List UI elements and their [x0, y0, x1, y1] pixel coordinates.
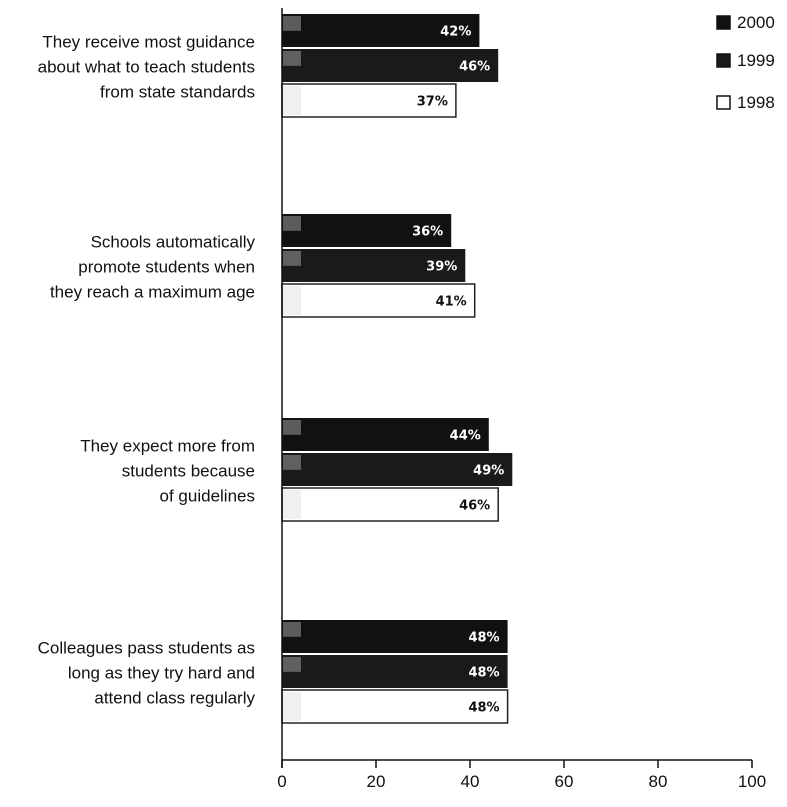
category-label-line: attend class regularly: [94, 689, 255, 708]
bar-texture-1998-4: [283, 692, 301, 721]
bar-texture-1998-2: [283, 286, 301, 315]
data-label-1999-4: 48%: [468, 666, 499, 681]
x-tick-label: 40: [461, 772, 480, 791]
category-label-line: long as they try hard and: [68, 664, 255, 683]
bar-texture-1999-1: [283, 51, 301, 66]
bar-1998-1: [281, 83, 457, 118]
data-label-1998-1: 37%: [417, 95, 448, 110]
legend-label-1999: 1999: [737, 51, 775, 70]
category-label-line: of guidelines: [160, 487, 255, 506]
bar-texture-1999-3: [283, 455, 301, 470]
legend-label-1998: 1998: [737, 93, 775, 112]
legend-label-2000: 2000: [737, 13, 775, 32]
x-tick-label: 80: [649, 772, 668, 791]
category-label-line: students because: [122, 462, 255, 481]
bar-2000-2: [282, 214, 452, 247]
data-label-2000-2: 36%: [412, 225, 443, 240]
x-tick-label: 60: [555, 772, 574, 791]
bar-1999-4: [282, 655, 508, 688]
category-labels: They receive most guidance about what to …: [38, 33, 256, 708]
bar-2000-4: [282, 620, 508, 653]
legend-swatch-2000: [716, 15, 731, 30]
bar-texture-1999-2: [283, 251, 301, 266]
bar-texture-2000-4: [283, 622, 301, 637]
bar-texture-2000-3: [283, 420, 301, 435]
bar-texture-2000-1: [283, 16, 301, 31]
bar-2000-3: [282, 418, 489, 451]
category-label-line: Colleagues pass students as: [38, 639, 255, 658]
data-label-1998-4: 48%: [468, 701, 499, 716]
data-label-1998-3: 46%: [459, 499, 490, 514]
bar-1998-4: [281, 689, 509, 724]
category-label-line: from state standards: [100, 83, 255, 102]
category-label-line: They receive most guidance: [42, 33, 255, 52]
data-label-2000-4: 48%: [468, 631, 499, 646]
x-tick-label: 20: [367, 772, 386, 791]
category-label-line: about what to teach students: [38, 58, 255, 77]
legend-swatch-1998: [716, 95, 731, 110]
data-label-1999-1: 46%: [459, 60, 490, 75]
bar-texture-1998-1: [283, 86, 301, 115]
legend-swatch-1999: [716, 53, 731, 68]
bar-1999-2: [282, 249, 466, 282]
bar-texture-1998-3: [283, 490, 301, 519]
bar-texture-1999-4: [283, 657, 301, 672]
category-label-line: promote students when: [78, 258, 255, 277]
legend: 2000 1999 1998: [716, 13, 775, 112]
bar-1999-3: [282, 453, 513, 486]
bar-1999-1: [282, 49, 499, 82]
x-axis: 0 20 40 60 80 100: [277, 8, 766, 791]
bar-1998-3: [281, 487, 499, 522]
x-tick-label: 100: [738, 772, 766, 791]
category-label-line: Schools automatically: [91, 233, 256, 252]
data-label-1999-3: 49%: [473, 464, 504, 479]
category-label-line: They expect more from: [80, 437, 255, 456]
bar-1998-2: [281, 283, 476, 318]
x-tick-label: 0: [277, 772, 286, 791]
bar-texture-2000-2: [283, 216, 301, 231]
data-label-2000-3: 44%: [450, 429, 481, 444]
category-label-line: they reach a maximum age: [50, 283, 255, 302]
data-label-1999-2: 39%: [426, 260, 457, 275]
data-label-1998-2: 41%: [436, 295, 467, 310]
data-label-2000-1: 42%: [440, 25, 471, 40]
bar-2000-1: [282, 14, 480, 47]
bars-group: 42% 46% 37% 36% 39% 41% 44% 49% 46% 48% 48% 48%: [281, 14, 513, 724]
